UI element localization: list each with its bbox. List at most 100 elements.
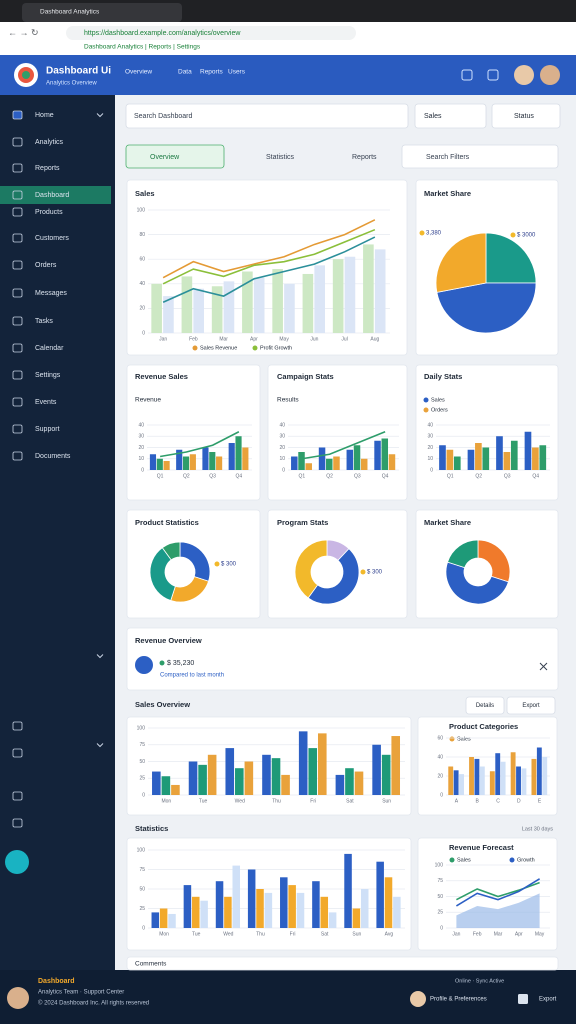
tab-button[interactable] <box>125 144 225 169</box>
bar <box>281 774 290 795</box>
search-box[interactable] <box>125 103 409 129</box>
avatar[interactable] <box>514 65 534 85</box>
app-subtitle: Analytics Overview <box>46 81 97 87</box>
bar <box>495 753 501 795</box>
close-icon[interactable] <box>539 662 548 671</box>
bar <box>308 748 318 795</box>
bar <box>521 768 527 795</box>
nav-link[interactable]: Users <box>228 69 246 76</box>
bar <box>198 764 207 795</box>
legend-label: Sales <box>457 736 471 742</box>
nav-item[interactable]: Documents <box>35 453 71 460</box>
bar <box>253 277 265 333</box>
y-tick-label: 0 <box>142 925 145 931</box>
y-tick-label: 30 <box>138 434 144 440</box>
nav-link[interactable]: Overview <box>125 69 152 76</box>
nav-icon <box>12 721 23 731</box>
annotation-dot <box>510 232 516 238</box>
bar <box>459 774 464 795</box>
select[interactable] <box>414 103 487 129</box>
nav-item[interactable]: Dashboard <box>35 192 69 199</box>
chart-title: Program Stats <box>277 518 328 527</box>
legend-swatch <box>192 345 198 351</box>
legend-label: Sales <box>457 857 471 863</box>
nav-item[interactable]: Analytics <box>35 139 64 146</box>
nav-item[interactable]: Orders <box>35 262 57 269</box>
annotation-dot <box>419 230 425 236</box>
bar <box>326 458 333 470</box>
y-tick-label: 60 <box>139 257 145 263</box>
button-label[interactable]: Details <box>476 703 494 709</box>
footer-avatar <box>7 987 29 1009</box>
footer-brand: Dashboard <box>38 978 75 985</box>
bar <box>474 758 480 795</box>
annotation: $ 3000 <box>517 233 536 239</box>
y-tick-label: 75 <box>139 742 145 748</box>
button-label[interactable]: Export <box>522 703 540 709</box>
nav-item[interactable]: Events <box>35 399 57 406</box>
slice <box>307 548 360 605</box>
icon-button[interactable] <box>461 69 473 81</box>
footer-icon[interactable] <box>518 994 528 1004</box>
bar <box>244 761 254 795</box>
bar <box>532 447 539 470</box>
bar <box>149 454 157 470</box>
select-text[interactable]: Status <box>514 113 534 120</box>
bar <box>302 273 314 333</box>
nav-item[interactable]: Settings <box>35 372 61 379</box>
nav-item[interactable]: Home <box>35 112 54 119</box>
nav-item[interactable]: Calendar <box>35 345 64 352</box>
nav-icon <box>12 207 23 217</box>
bar <box>381 438 389 470</box>
select[interactable] <box>491 103 561 129</box>
search-text[interactable]: Search Dashboard <box>134 113 192 120</box>
footer-text[interactable]: Profile & Preferences <box>430 997 487 1003</box>
nav-item[interactable]: Messages <box>35 290 67 297</box>
x-tick-label: Tue <box>192 931 201 937</box>
bar <box>388 454 396 470</box>
section-button[interactable] <box>465 696 505 715</box>
nav-item[interactable]: Products <box>35 209 63 216</box>
nav-item[interactable]: Tasks <box>35 318 53 325</box>
sidebar <box>0 95 115 970</box>
tab-label[interactable]: Search Filters <box>426 154 470 161</box>
y-tick-label: 40 <box>139 281 145 287</box>
icon-button[interactable] <box>487 69 499 81</box>
nav-link[interactable]: Data <box>178 69 192 76</box>
tab[interactable] <box>22 3 182 22</box>
nav-item[interactable]: Reports <box>35 165 60 172</box>
bar <box>467 449 475 470</box>
nav-link[interactable]: Reports <box>200 69 224 76</box>
chart-subtitle: Revenue <box>135 397 161 404</box>
section-button[interactable] <box>506 696 556 715</box>
line <box>162 236 376 303</box>
tab-label[interactable]: Reports <box>352 154 377 161</box>
select-text[interactable]: Sales <box>424 113 442 120</box>
x-tick-label: Aug <box>370 336 379 342</box>
y-tick-label: 10 <box>427 456 433 462</box>
bar <box>489 771 495 795</box>
bar <box>200 900 208 928</box>
nav-icon <box>12 424 23 434</box>
bar <box>272 269 283 333</box>
nav-item[interactable]: Support <box>35 426 60 433</box>
tab-title: Dashboard Analytics <box>40 9 100 16</box>
bar <box>171 784 180 795</box>
footer-action[interactable]: Export <box>539 997 557 1003</box>
bar <box>524 431 532 470</box>
x-tick-label: Mon <box>161 798 171 804</box>
address-bar[interactable] <box>66 26 356 40</box>
fab[interactable] <box>5 850 29 874</box>
stat-value: $ 35,230 <box>167 660 194 667</box>
avatar[interactable] <box>540 65 560 85</box>
tab-label[interactable]: Statistics <box>266 154 295 161</box>
tab-label[interactable]: Overview <box>150 154 180 161</box>
bar <box>439 445 446 470</box>
bar <box>354 771 364 795</box>
x-tick-label: Apr <box>250 336 258 342</box>
y-tick-label: 30 <box>427 434 433 440</box>
y-tick-label: 30 <box>279 434 285 440</box>
bar <box>193 288 204 333</box>
tab-button[interactable] <box>401 144 559 169</box>
nav-item[interactable]: Customers <box>35 235 69 242</box>
